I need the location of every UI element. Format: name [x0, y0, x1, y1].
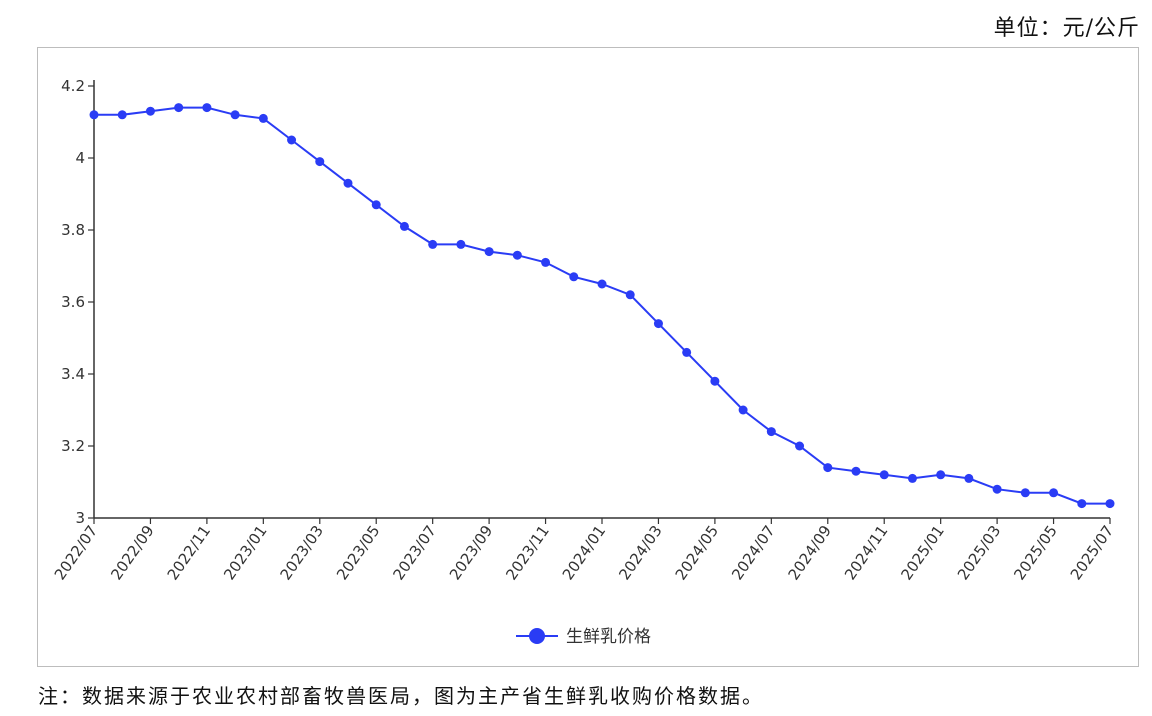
- data-point: [795, 441, 805, 451]
- x-tick-label: 2023/07: [389, 522, 439, 583]
- data-point: [879, 470, 889, 480]
- x-tick-label: 2023/05: [333, 522, 383, 583]
- x-tick-label: 2022/09: [107, 522, 157, 583]
- data-point: [682, 347, 692, 357]
- x-tick-label: 2024/11: [841, 522, 891, 583]
- data-point: [202, 103, 212, 113]
- data-point: [936, 470, 946, 480]
- x-tick-label: 2023/01: [220, 522, 270, 583]
- data-point: [625, 290, 635, 300]
- x-tick-label: 2024/03: [615, 522, 665, 583]
- x-tick-label: 2023/09: [446, 522, 496, 583]
- chart-frame: 3 3.2 3.4 3.6 3.8 4 4.2 2022/07 2022/09 2022/11 20…: [37, 47, 1139, 667]
- series-line: [94, 106, 1110, 505]
- data-point: [823, 463, 833, 473]
- x-tick-label: 2024/09: [785, 522, 835, 583]
- data-point: [399, 221, 409, 231]
- data-point: [653, 319, 663, 329]
- data-point: [964, 473, 974, 483]
- data-point: [117, 110, 127, 120]
- legend-marker: [529, 628, 545, 644]
- x-tick-label: 2022/07: [51, 522, 101, 583]
- data-point: [541, 257, 551, 267]
- y-tick-label: 3: [75, 509, 85, 527]
- x-tick-label: 2023/03: [277, 522, 327, 583]
- x-tick-label: 2024/01: [559, 522, 609, 583]
- x-tick-label: 2024/07: [728, 522, 778, 583]
- data-point: [258, 113, 268, 123]
- x-tick-label: 2025/03: [954, 522, 1004, 583]
- data-point: [174, 103, 184, 113]
- data-point: [1077, 499, 1087, 509]
- footnote: 注：数据来源于农业农村部畜牧兽医局，图为主产省生鲜乳收购价格数据。: [38, 684, 764, 708]
- data-point: [371, 200, 381, 210]
- data-point: [1020, 488, 1030, 498]
- unit-label: 单位：元/公斤: [993, 16, 1140, 41]
- data-point: [1049, 488, 1059, 498]
- y-tick-label: 3.8: [61, 221, 85, 239]
- y-tick-label: 4.2: [61, 77, 85, 95]
- y-tick-label: 3.4: [61, 365, 85, 383]
- data-point: [512, 250, 522, 260]
- data-point: [710, 376, 720, 386]
- data-point: [992, 484, 1002, 494]
- y-tick-label: 3.2: [61, 437, 85, 455]
- data-point: [287, 135, 297, 145]
- y-tick-label: 3.6: [61, 293, 85, 311]
- data-point: [738, 405, 748, 415]
- y-tick-label: 4: [75, 149, 85, 167]
- data-point: [851, 466, 861, 476]
- data-point: [343, 178, 353, 188]
- data-point: [315, 157, 325, 167]
- data-point: [907, 473, 917, 483]
- data-point: [456, 239, 466, 249]
- x-tick-label: 2022/11: [164, 522, 214, 583]
- data-point: [597, 279, 607, 289]
- data-point: [1105, 499, 1115, 509]
- x-tick-label: 2023/11: [502, 522, 552, 583]
- data-point: [230, 110, 240, 120]
- data-point: [145, 106, 155, 116]
- data-point: [428, 239, 438, 249]
- data-point: [484, 247, 494, 257]
- x-tick-label: 2024/05: [672, 522, 722, 583]
- x-tick-label: 2025/07: [1067, 522, 1117, 583]
- x-tick-label: 2025/01: [897, 522, 947, 583]
- data-point: [89, 110, 99, 120]
- legend-label: 生鲜乳价格: [566, 627, 651, 647]
- x-tick-label: 2025/05: [1010, 522, 1060, 583]
- data-point: [569, 272, 579, 282]
- data-point: [766, 427, 776, 437]
